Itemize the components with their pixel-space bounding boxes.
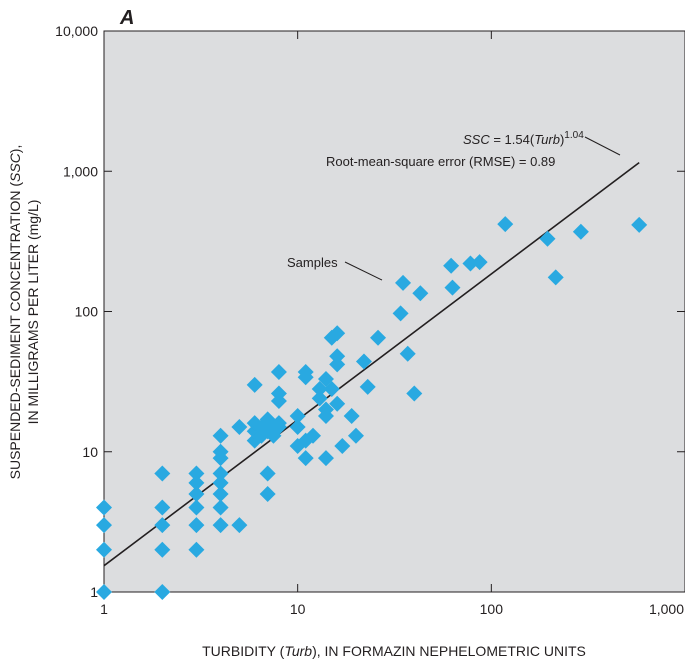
x-tick-label: 100 <box>480 601 504 617</box>
sample-point <box>471 254 488 271</box>
sample-point <box>329 356 346 373</box>
sample-point <box>370 329 387 346</box>
y-title-line1-italic: SSC <box>7 152 23 182</box>
sample-point <box>259 485 276 502</box>
sample-point <box>355 353 372 370</box>
y-title-line1-pre: SUSPENDED-SEDIMENT CONCENTRATION ( <box>7 182 23 480</box>
sample-point <box>188 499 205 516</box>
sample-point <box>96 541 112 558</box>
sample-point <box>311 381 328 398</box>
sample-point <box>297 450 314 467</box>
sample-point <box>347 427 364 444</box>
y-tick-label: 10 <box>82 444 98 460</box>
sample-point <box>154 499 171 516</box>
sample-point <box>406 385 423 402</box>
sample-point <box>212 465 229 482</box>
sample-point <box>212 485 229 502</box>
x-tick-label: 10 <box>290 601 306 617</box>
y-tick-label: 10,000 <box>55 23 98 39</box>
samples-leader-line <box>344 261 383 281</box>
regression-equation: SSC = 1.54(Turb)1.04 <box>463 130 584 147</box>
sample-point <box>392 305 409 322</box>
sample-point <box>246 376 263 393</box>
sample-point <box>270 415 287 432</box>
x-tick-label: 1 <box>100 601 108 617</box>
equation-lhs: SSC <box>463 132 490 147</box>
sample-point <box>311 390 328 407</box>
y-tick-label: 1 <box>90 584 98 600</box>
sample-point <box>329 348 346 365</box>
y-axis-title: SUSPENDED-SEDIMENT CONCENTRATION (SSC), … <box>7 145 41 480</box>
sample-point <box>270 385 287 402</box>
equation-exponent: 1.04 <box>564 130 584 141</box>
sample-point <box>539 230 556 247</box>
sample-point <box>212 427 229 444</box>
equation-mid: = 1.54( <box>490 132 535 147</box>
sample-point <box>188 465 205 482</box>
sample-point <box>329 395 346 412</box>
sample-point <box>270 364 287 381</box>
sample-point <box>412 285 429 302</box>
sample-point <box>329 325 346 342</box>
sample-points <box>96 216 648 600</box>
x-title-italic: Turb <box>284 643 312 659</box>
sample-point <box>572 223 589 240</box>
sample-point <box>443 257 460 274</box>
sample-point <box>96 584 112 600</box>
sample-point <box>297 364 314 381</box>
sample-point <box>497 216 514 233</box>
sample-point <box>444 279 461 296</box>
sample-point <box>188 517 205 534</box>
sample-point <box>334 437 351 454</box>
x-title-pre: TURBIDITY ( <box>202 643 285 659</box>
sample-point <box>395 274 412 291</box>
x-tick-label: 1,000 <box>649 601 684 617</box>
sample-point <box>399 345 416 362</box>
sample-point <box>547 269 564 286</box>
sample-point <box>631 216 648 233</box>
y-axis: 1 10 100 1,000 10,000 <box>55 23 685 600</box>
sample-point <box>305 427 322 444</box>
sample-point <box>231 419 248 436</box>
y-title-line1: SUSPENDED-SEDIMENT CONCENTRATION (SSC), <box>7 145 23 480</box>
equation-leader-line <box>584 136 621 156</box>
sample-point <box>188 474 205 491</box>
y-tick-label: 1,000 <box>63 163 98 179</box>
equation-var: Turb <box>534 132 560 147</box>
sample-point <box>212 443 229 460</box>
y-title-line2: IN MILLIGRAMS PER LITER (mg/L) <box>25 200 41 425</box>
x-title-post: ), IN FORMAZIN NEPHELOMETRIC UNITS <box>312 643 586 659</box>
sample-point <box>231 517 248 534</box>
equation-close: ) <box>560 132 564 147</box>
sample-point <box>317 401 334 418</box>
sample-point <box>96 517 112 534</box>
x-axis: 1 10 100 1,000 <box>100 31 685 617</box>
sample-point <box>289 407 306 424</box>
panel-label: A <box>119 7 134 29</box>
sample-point <box>323 381 340 398</box>
sample-point <box>212 517 229 534</box>
sample-point <box>359 378 376 395</box>
y-tick-label: 100 <box>75 304 99 320</box>
y-title-line1-post: ), <box>7 145 23 154</box>
sample-point <box>212 474 229 491</box>
sample-point <box>289 419 306 436</box>
sample-point <box>317 450 334 467</box>
rmse-text: Root-mean-square error (RMSE) = 0.89 <box>326 154 555 169</box>
sample-point <box>154 541 171 558</box>
sample-point <box>212 499 229 516</box>
sample-point <box>154 465 171 482</box>
sample-point <box>154 517 171 534</box>
sample-point <box>188 485 205 502</box>
x-axis-title: TURBIDITY (Turb), IN FORMAZIN NEPHELOMET… <box>202 643 586 659</box>
sample-point <box>259 465 276 482</box>
sample-point <box>188 541 205 558</box>
sample-point <box>96 499 112 516</box>
sample-point <box>343 407 360 424</box>
samples-label: Samples <box>287 255 338 270</box>
sample-point <box>154 584 171 600</box>
